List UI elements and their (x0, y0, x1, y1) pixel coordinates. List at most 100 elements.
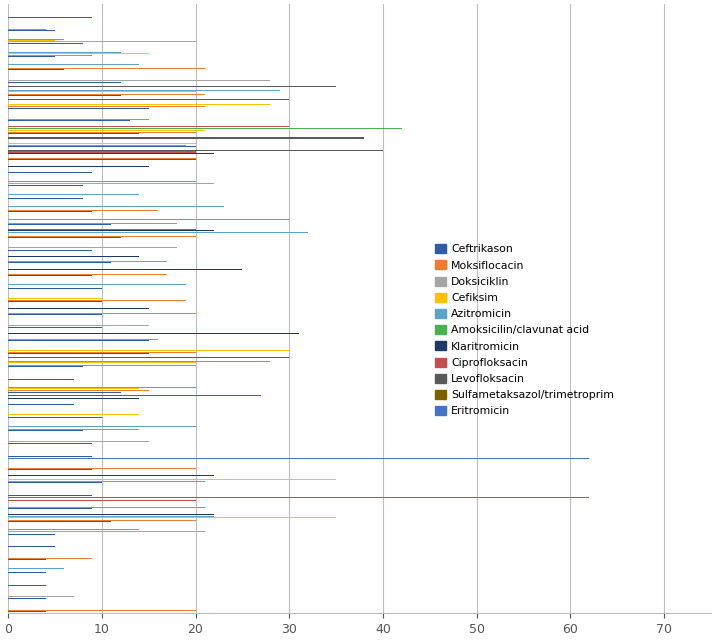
Bar (8, 232, 308, 233)
Bar (8, 55, 92, 56)
Bar (8, 93, 205, 95)
Bar (8, 145, 186, 146)
Bar (8, 86, 336, 87)
Bar (8, 229, 195, 230)
Bar (8, 288, 102, 289)
Bar (8, 598, 46, 599)
Bar (8, 40, 55, 41)
Bar (8, 301, 102, 302)
Bar (8, 159, 195, 160)
Bar (8, 469, 92, 470)
Bar (8, 468, 195, 469)
Bar (8, 52, 149, 54)
Bar (8, 426, 195, 427)
Bar (8, 262, 112, 264)
Bar (8, 353, 149, 354)
Bar (8, 56, 55, 57)
Bar (8, 531, 205, 532)
Bar (8, 104, 270, 105)
Bar (8, 313, 195, 314)
Bar (8, 395, 261, 396)
Bar (8, 559, 46, 561)
Bar (8, 261, 167, 262)
Bar (8, 51, 121, 52)
Bar (8, 314, 102, 315)
Bar (8, 230, 214, 231)
Bar (8, 568, 64, 569)
Bar (8, 349, 290, 351)
Bar (8, 158, 195, 159)
Bar (8, 300, 186, 301)
Bar (8, 362, 195, 364)
Bar (8, 417, 102, 419)
Bar (8, 269, 242, 270)
Bar (8, 610, 195, 611)
Bar (8, 130, 205, 131)
Bar (8, 211, 92, 212)
Bar (8, 256, 139, 257)
Bar (8, 357, 290, 358)
Bar (8, 180, 195, 182)
Bar (8, 333, 299, 334)
Bar (8, 133, 139, 134)
Bar (8, 106, 205, 108)
Bar (8, 247, 177, 248)
Bar (8, 339, 158, 340)
Bar (8, 379, 74, 380)
Bar (8, 517, 336, 518)
Bar (8, 79, 270, 81)
Bar (8, 398, 139, 399)
Bar (8, 275, 92, 276)
Bar (8, 210, 158, 211)
Bar (8, 307, 149, 308)
Bar (8, 30, 55, 31)
Bar (8, 90, 280, 92)
Bar (8, 99, 290, 100)
Bar (8, 365, 83, 367)
Bar (8, 150, 383, 152)
Bar (8, 404, 74, 406)
Bar (8, 119, 149, 120)
Bar (8, 69, 64, 70)
Bar (8, 520, 112, 522)
Bar (8, 224, 112, 225)
Bar (8, 193, 139, 195)
Bar (8, 497, 589, 498)
Bar (8, 185, 83, 186)
Bar (8, 284, 186, 285)
Bar (8, 572, 46, 573)
Bar (8, 481, 205, 482)
Bar (8, 441, 149, 442)
Bar (8, 529, 139, 530)
Legend: Ceftrikason, Moksiflocacin, Doksiciklin, Cefiksim, Azitromicin, Amoksicilin/clav: Ceftrikason, Moksiflocacin, Doksiciklin,… (432, 241, 617, 420)
Bar (8, 516, 214, 517)
Bar (8, 458, 589, 459)
Bar (8, 340, 149, 341)
Bar (8, 414, 139, 415)
Bar (8, 390, 149, 392)
Bar (8, 388, 139, 389)
Bar (8, 43, 83, 44)
Bar (8, 327, 102, 328)
Bar (8, 125, 290, 127)
Bar (8, 429, 139, 430)
Bar (8, 128, 402, 129)
Bar (8, 507, 205, 508)
Bar (8, 456, 92, 457)
Bar (8, 132, 195, 133)
Bar (8, 41, 195, 42)
Bar (8, 82, 121, 83)
Bar (8, 585, 46, 586)
Bar (8, 29, 46, 30)
Bar (8, 558, 92, 559)
Bar (8, 172, 92, 173)
Bar (8, 514, 214, 515)
Bar (8, 17, 92, 18)
Bar (8, 596, 74, 597)
Bar (8, 430, 83, 431)
Bar (8, 108, 149, 109)
Bar (8, 325, 149, 326)
Bar (8, 495, 92, 496)
Bar (8, 143, 195, 144)
Bar (8, 198, 83, 199)
